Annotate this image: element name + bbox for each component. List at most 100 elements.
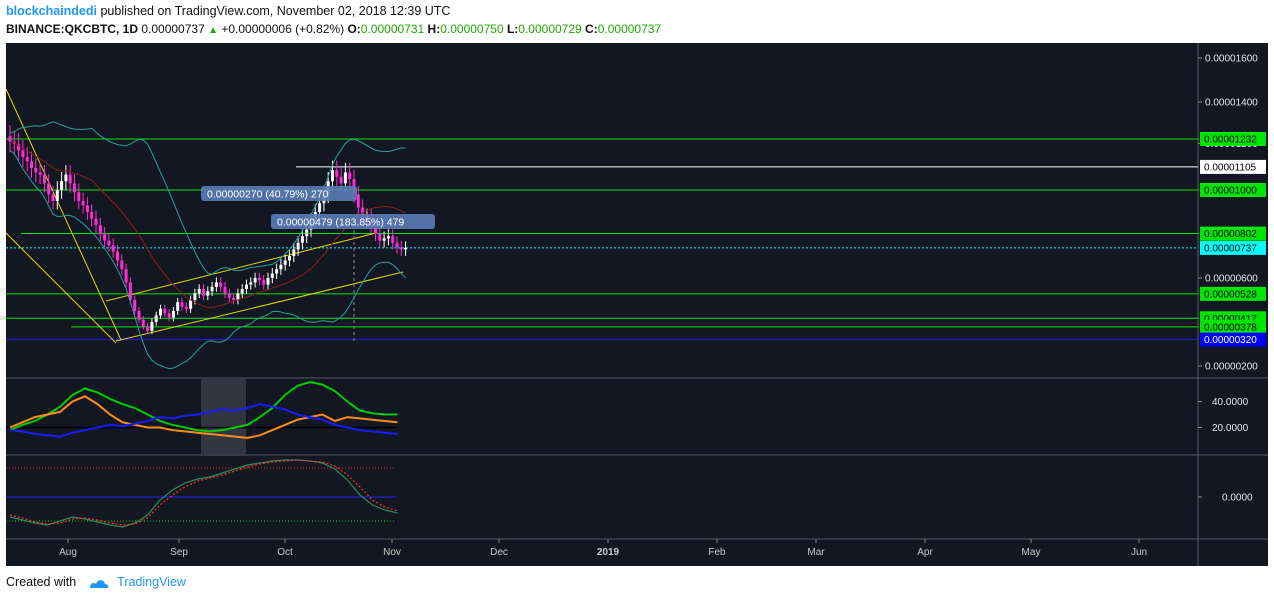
created-with-text: Created with bbox=[6, 575, 77, 589]
time-tick-label: Dec bbox=[490, 547, 508, 558]
price-tag bbox=[1200, 131, 1266, 146]
candle-body bbox=[171, 311, 175, 318]
price-axis[interactable]: 0.000016000.000014000.000012000.00000600… bbox=[1198, 54, 1266, 373]
chart-canvas[interactable]: 0.00000270 (40.79%) 270 0.00000479 (183.8… bbox=[6, 43, 1268, 566]
candle-body bbox=[331, 170, 334, 182]
candle-body bbox=[17, 143, 21, 151]
candle-body bbox=[94, 218, 98, 226]
candle-body bbox=[141, 319, 145, 327]
candle-body bbox=[107, 240, 111, 245]
candle-body bbox=[232, 297, 236, 300]
candle-body bbox=[240, 289, 244, 294]
price-tag-label: 0.00001232 bbox=[1204, 134, 1257, 145]
candle-body bbox=[90, 212, 94, 219]
price-tag bbox=[1200, 159, 1266, 174]
candle-body bbox=[34, 168, 38, 173]
candle-body bbox=[257, 278, 261, 281]
tradingview-link[interactable]: TradingView bbox=[117, 575, 186, 589]
published-text: published on TradingView.com, November 0… bbox=[100, 4, 451, 18]
candle-body bbox=[219, 282, 223, 287]
candle-body bbox=[176, 302, 180, 311]
candle-body bbox=[159, 308, 162, 316]
indicator-tick-label: 20.0000 bbox=[1212, 423, 1249, 434]
candle-body bbox=[395, 242, 399, 248]
candle-body bbox=[348, 172, 352, 179]
symbol-label: BINANCE:QKCBTC, 1D bbox=[6, 22, 138, 36]
candle-body bbox=[227, 293, 231, 298]
candle-body bbox=[245, 284, 248, 289]
time-tick-label: Oct bbox=[277, 547, 293, 558]
measure-label-box bbox=[201, 186, 357, 201]
candle-body bbox=[404, 247, 408, 250]
dmi-pane[interactable]: 40.0000 20.0000 bbox=[6, 379, 1249, 455]
price-tag-label: 0.00000417 bbox=[1204, 314, 1257, 325]
time-tick-label: Sep bbox=[170, 547, 188, 558]
candle-body bbox=[68, 174, 72, 184]
last-price: 0.00000737 bbox=[141, 22, 205, 36]
low-value: 0.00000729 bbox=[518, 22, 582, 36]
candle-body bbox=[103, 234, 107, 241]
price-tag-label: 0.00000320 bbox=[1204, 335, 1257, 346]
time-tick-label: Nov bbox=[383, 547, 401, 558]
time-tick-label: Mar bbox=[807, 547, 825, 558]
candle-body bbox=[64, 174, 68, 182]
oscillator-line bbox=[9, 459, 398, 528]
measure-label-box bbox=[271, 214, 435, 229]
candle-body bbox=[318, 203, 322, 212]
candle-body bbox=[288, 256, 291, 261]
candle-body bbox=[399, 247, 403, 250]
price-tag-label: 0.00000528 bbox=[1204, 289, 1257, 300]
candle-body bbox=[154, 315, 158, 322]
price-pane[interactable]: 0.00000270 (40.79%) 270 0.00000479 (183.8… bbox=[6, 88, 1198, 370]
candle-body bbox=[133, 300, 137, 311]
candle-body bbox=[386, 236, 390, 239]
price-tag bbox=[1200, 319, 1266, 334]
price-tag bbox=[1200, 240, 1266, 255]
time-tick-label: Jun bbox=[1131, 547, 1147, 558]
candle-body bbox=[8, 136, 12, 142]
price-tick-label: 0.00000200 bbox=[1205, 362, 1258, 373]
candle-body bbox=[300, 236, 304, 243]
candle-body bbox=[343, 172, 347, 184]
candle-body bbox=[120, 260, 124, 270]
candle-body bbox=[85, 205, 89, 212]
time-tick-label: 2019 bbox=[597, 547, 620, 558]
publish-info: blockchaindedi published on TradingView.… bbox=[6, 4, 450, 18]
price-tag-label: 0.00001000 bbox=[1204, 186, 1257, 197]
price-tick-label: 0.00000600 bbox=[1205, 274, 1258, 285]
price-tag bbox=[1200, 226, 1266, 241]
candle-body bbox=[55, 190, 59, 201]
candle-body bbox=[223, 286, 227, 294]
candle-body bbox=[128, 282, 132, 300]
indicator-tick-label: 0.0000 bbox=[1222, 493, 1253, 504]
candle-body bbox=[77, 192, 81, 201]
candle-body bbox=[339, 176, 343, 184]
candle-body bbox=[296, 242, 300, 250]
open-value: 0.00000731 bbox=[360, 22, 425, 36]
high-value: 0.00000750 bbox=[440, 22, 504, 36]
candle-body bbox=[124, 269, 128, 283]
candle-body bbox=[292, 249, 296, 256]
oscillator-pane[interactable]: 0.0000 bbox=[6, 459, 1253, 528]
dmi-minus-line bbox=[9, 395, 398, 439]
candle-body bbox=[189, 300, 193, 309]
price-tag-label: 0.00000802 bbox=[1204, 229, 1257, 240]
price-tag bbox=[1200, 286, 1266, 301]
candle-body bbox=[30, 161, 33, 168]
highlight-zone bbox=[201, 379, 246, 455]
candle-body bbox=[262, 280, 266, 285]
price-tick-label: 0.00001600 bbox=[1205, 54, 1258, 65]
candle-body bbox=[180, 302, 184, 307]
candle-body bbox=[137, 311, 141, 320]
candle-body bbox=[279, 264, 283, 270]
candle-body bbox=[38, 172, 42, 175]
channel-line bbox=[6, 88, 122, 341]
time-axis[interactable]: Aug Sep Oct Nov Dec 2019 Feb Mar Apr May Jun bbox=[59, 539, 1147, 558]
price-tag bbox=[1200, 332, 1266, 347]
candle-body bbox=[374, 225, 377, 234]
adx-line bbox=[9, 403, 398, 438]
author-link[interactable]: blockchaindedi bbox=[6, 4, 97, 18]
candle-body bbox=[21, 150, 25, 157]
time-tick-label: May bbox=[1022, 547, 1041, 558]
candle-body bbox=[116, 251, 119, 261]
